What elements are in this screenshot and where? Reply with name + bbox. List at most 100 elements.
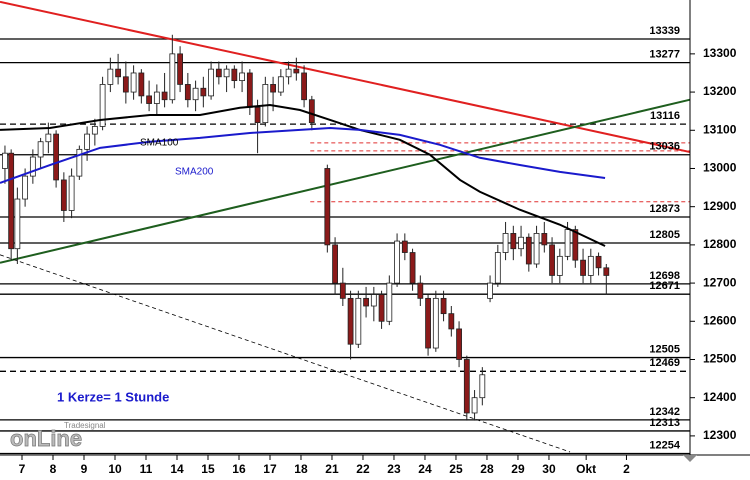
- y-tick-label: 12800: [703, 237, 737, 251]
- candle-body: [99, 84, 106, 127]
- logo: onLine: [10, 426, 82, 451]
- candle-body: [262, 84, 269, 124]
- x-tick-label: 18: [294, 462, 308, 476]
- candle-body: [564, 229, 571, 257]
- candle-body: [293, 68, 300, 74]
- x-tick-label: Okt: [576, 462, 596, 476]
- y-tick-label: 12700: [703, 275, 737, 289]
- x-tick-label: 9: [81, 462, 88, 476]
- trendline: [0, 98, 691, 264]
- level-label: 12342: [649, 406, 680, 418]
- candle-body: [130, 72, 137, 93]
- x-tick-label: 17: [263, 462, 277, 476]
- candle-body: [2, 152, 8, 169]
- candle-body: [60, 179, 67, 211]
- candle-body: [277, 76, 284, 93]
- candle-body: [146, 95, 152, 104]
- candle-body: [378, 294, 385, 322]
- x-tick-label: 15: [201, 462, 215, 476]
- candle-body: [417, 282, 424, 299]
- candle-body: [184, 84, 191, 101]
- level-label: 12873: [649, 203, 680, 215]
- level-label: 12254: [649, 439, 680, 451]
- candle-body: [603, 267, 610, 276]
- level-label: 13277: [649, 49, 680, 61]
- candle-body: [432, 297, 439, 349]
- x-tick-label: 25: [449, 462, 463, 476]
- candle-body: [572, 229, 579, 261]
- x-tick-label: 29: [511, 462, 525, 476]
- y-tick-label: 12300: [703, 428, 737, 442]
- y-tick-label: 13200: [703, 84, 737, 98]
- level-label: 12313: [649, 417, 680, 429]
- candle-body: [308, 99, 315, 124]
- y-tick-label: 12900: [703, 199, 737, 213]
- candle-body: [246, 72, 253, 108]
- candle-body: [339, 282, 346, 299]
- x-tick-label: 28: [480, 462, 494, 476]
- candle-body: [68, 175, 75, 211]
- candle-body: [29, 156, 36, 177]
- candle-body: [363, 297, 369, 307]
- candle-body: [53, 133, 60, 181]
- level-label: 12469: [649, 357, 680, 369]
- level-label: 13116: [650, 110, 680, 122]
- candle-body: [533, 233, 540, 265]
- candle-body: [541, 233, 548, 246]
- candle-body: [425, 297, 431, 349]
- candle-body: [494, 252, 501, 284]
- candle-body: [153, 91, 160, 104]
- y-tick-label: 12500: [703, 352, 737, 366]
- candle-body: [409, 252, 416, 284]
- candle-body: [587, 255, 594, 276]
- candle-body: [239, 72, 245, 82]
- candle-body: [487, 282, 493, 299]
- level-label: 12671: [649, 280, 680, 292]
- x-tick-label: 24: [418, 462, 432, 476]
- candle-body: [231, 68, 238, 82]
- candle-body: [440, 297, 447, 315]
- level-label: 12505: [649, 343, 680, 355]
- candle-body: [192, 87, 199, 101]
- candle-body: [91, 126, 98, 135]
- series-label: SMA200: [175, 167, 214, 178]
- candle-body: [510, 233, 517, 250]
- candle-body: [394, 240, 400, 284]
- y-tick-label: 13300: [703, 46, 737, 60]
- candle-body: [324, 168, 331, 246]
- candle-body: [301, 72, 307, 101]
- y-tick-label: 13000: [703, 161, 737, 175]
- candle-body: [223, 68, 230, 78]
- candle-body: [169, 53, 176, 101]
- candle-body: [138, 72, 145, 97]
- x-tick-label: 21: [325, 462, 339, 476]
- candle-body: [84, 133, 91, 150]
- candle-body: [370, 294, 377, 307]
- x-tick-label: 16: [232, 462, 246, 476]
- level-label: 12805: [649, 229, 680, 241]
- candle-body: [76, 148, 83, 177]
- candle-body: [401, 240, 408, 253]
- candle-body: [208, 68, 214, 97]
- candle-body: [556, 255, 563, 276]
- trendline: [0, 254, 571, 453]
- candle-body: [580, 259, 586, 276]
- candle-body: [549, 244, 555, 276]
- candle-body: [122, 76, 129, 93]
- sma-line: [0, 126, 606, 184]
- candle-body: [107, 68, 114, 85]
- candle-body: [161, 91, 168, 101]
- y-tick-label: 12600: [703, 313, 737, 327]
- series-label: SMA100: [140, 138, 179, 149]
- x-tick-label: 10: [108, 462, 122, 476]
- candle-body: [8, 152, 15, 250]
- y-tick-label: 13100: [703, 122, 737, 136]
- x-tick-label: 22: [356, 462, 370, 476]
- scroll-marker: [683, 455, 697, 462]
- candle-body: [37, 141, 44, 158]
- candle-body: [456, 328, 462, 360]
- y-tick-label: 12400: [703, 390, 737, 404]
- x-tick-label: 30: [542, 462, 556, 476]
- candle-body: [471, 397, 478, 414]
